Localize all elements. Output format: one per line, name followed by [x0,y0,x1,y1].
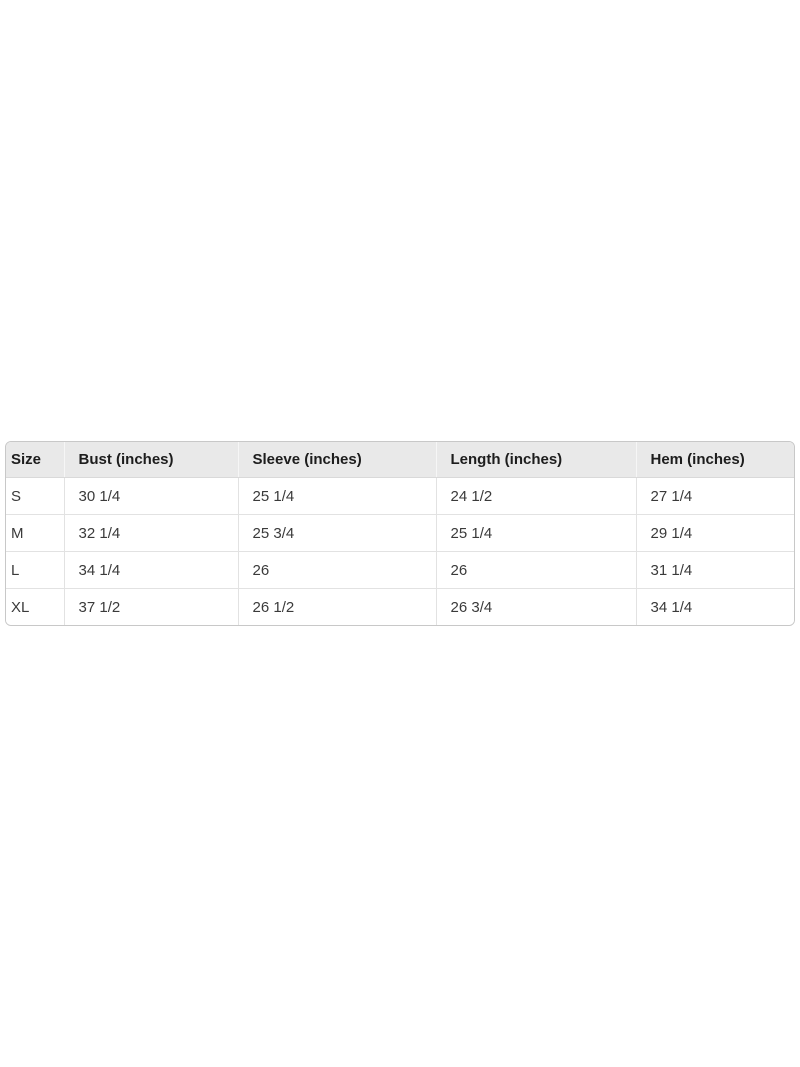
size-chart-header: Size Bust (inches) Sleeve (inches) Length (… [6,442,794,478]
column-header-bust-inches: Bust (inches) [63,442,238,478]
measurement-cell: 25 1/4 [237,477,436,515]
table-row-xl: XL 37 1/2 26 1/2 26 3/4 34 1/4 [6,588,794,625]
table-row-s: S 30 1/4 25 1/4 24 1/2 27 1/4 [6,477,794,515]
size-chart-body: S 30 1/4 25 1/4 24 1/2 27 1/4 M 32 1/4 25 3/4 25… [6,477,794,625]
column-header-size: Size [6,442,64,478]
measurement-cell: 30 1/4 [63,477,238,515]
table-row-l: L 34 1/4 26 26 31 1/4 [6,551,794,589]
table-row-m: M 32 1/4 25 3/4 25 1/4 29 1/4 [6,514,794,552]
size-label-cell: XL [6,588,64,625]
measurement-cell: 27 1/4 [635,477,794,515]
measurement-cell: 31 1/4 [635,551,794,589]
header-row: Size Bust (inches) Sleeve (inches) Length (… [6,442,794,478]
measurement-cell: 26 1/2 [237,588,436,625]
measurement-cell: 26 [435,551,636,589]
size-label-cell: S [6,477,64,515]
size-chart-table: Size Bust (inches) Sleeve (inches) Length (… [6,442,794,625]
measurement-cell: 25 3/4 [237,514,436,552]
measurement-cell: 26 [237,551,436,589]
size-chart-container: Size Bust (inches) Sleeve (inches) Length (… [5,441,795,626]
column-header-length-inches: Length (inches) [435,442,636,478]
measurement-cell: 37 1/2 [63,588,238,625]
measurement-cell: 24 1/2 [435,477,636,515]
measurement-cell: 25 1/4 [435,514,636,552]
measurement-cell: 32 1/4 [63,514,238,552]
column-header-hem-inches: Hem (inches) [635,442,794,478]
size-label-cell: M [6,514,64,552]
measurement-cell: 34 1/4 [63,551,238,589]
column-header-sleeve-inches: Sleeve (inches) [237,442,436,478]
measurement-cell: 34 1/4 [635,588,794,625]
measurement-cell: 29 1/4 [635,514,794,552]
measurement-cell: 26 3/4 [435,588,636,625]
size-label-cell: L [6,551,64,589]
